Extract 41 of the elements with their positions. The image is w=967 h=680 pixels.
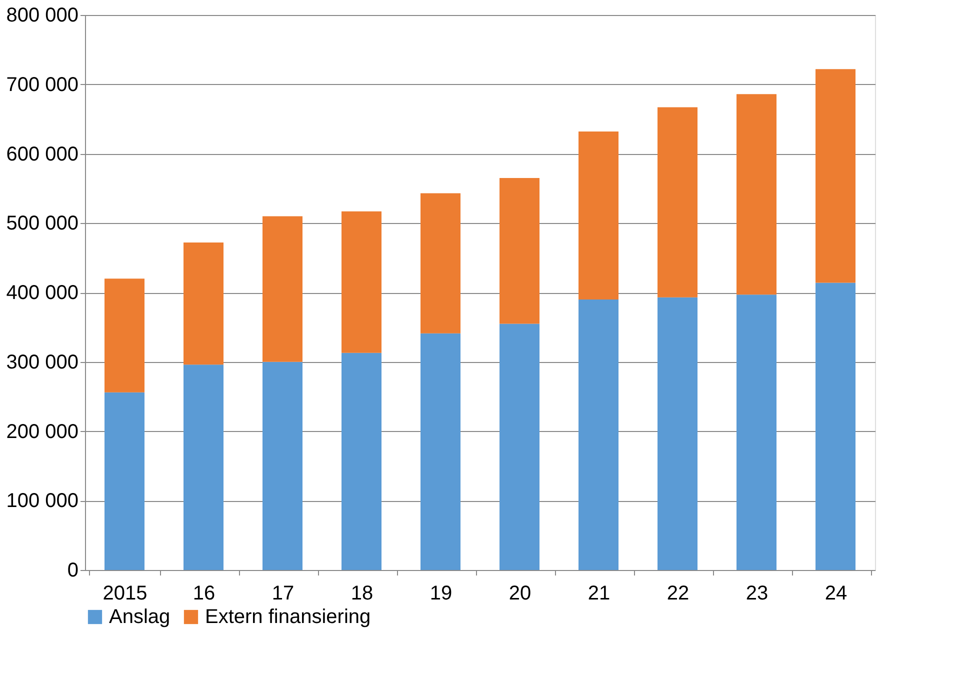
bar	[342, 352, 382, 570]
x-tick-label: 21	[588, 582, 610, 604]
bar	[184, 364, 224, 570]
y-tick-label: 700 000	[6, 74, 78, 96]
bar	[736, 294, 776, 570]
x-tick-label: 17	[272, 582, 294, 604]
y-tick-label: 400 000	[6, 282, 78, 304]
bar	[420, 193, 460, 334]
bar	[736, 94, 776, 295]
y-tick-label: 600 000	[6, 143, 78, 166]
bar	[658, 107, 698, 298]
legend-label: Extern finansiering	[205, 606, 371, 628]
legend-label: Anslag	[109, 606, 170, 628]
x-tick-label: 16	[192, 582, 216, 604]
bar	[184, 242, 224, 365]
bar	[578, 299, 618, 570]
y-tick-label: 300 000	[6, 351, 78, 374]
x-tick-label: 24	[824, 582, 848, 604]
x-tick-label: 22	[666, 582, 690, 604]
bar	[262, 362, 302, 570]
x-tick-label: 20	[508, 582, 532, 604]
x-tick-label: 18	[350, 582, 374, 604]
bar	[500, 324, 540, 570]
y-tick-label: 100 000	[6, 490, 78, 512]
bar	[658, 297, 698, 570]
bar	[500, 178, 540, 324]
bar	[420, 333, 460, 570]
bar	[104, 278, 144, 392]
bar	[342, 211, 382, 353]
bar	[816, 69, 856, 283]
bar	[104, 392, 144, 570]
bar	[262, 216, 302, 362]
y-tick-label: 200 000	[6, 420, 78, 443]
x-tick-label: 2015	[102, 582, 148, 604]
y-tick-label: 0	[67, 560, 78, 582]
y-tick-label: 500 000	[6, 212, 78, 235]
bar	[816, 282, 856, 570]
bar	[578, 132, 618, 300]
y-tick-label: 800 000	[6, 4, 78, 26]
x-tick-label: 19	[430, 582, 452, 604]
x-tick-label: 23	[746, 582, 768, 604]
